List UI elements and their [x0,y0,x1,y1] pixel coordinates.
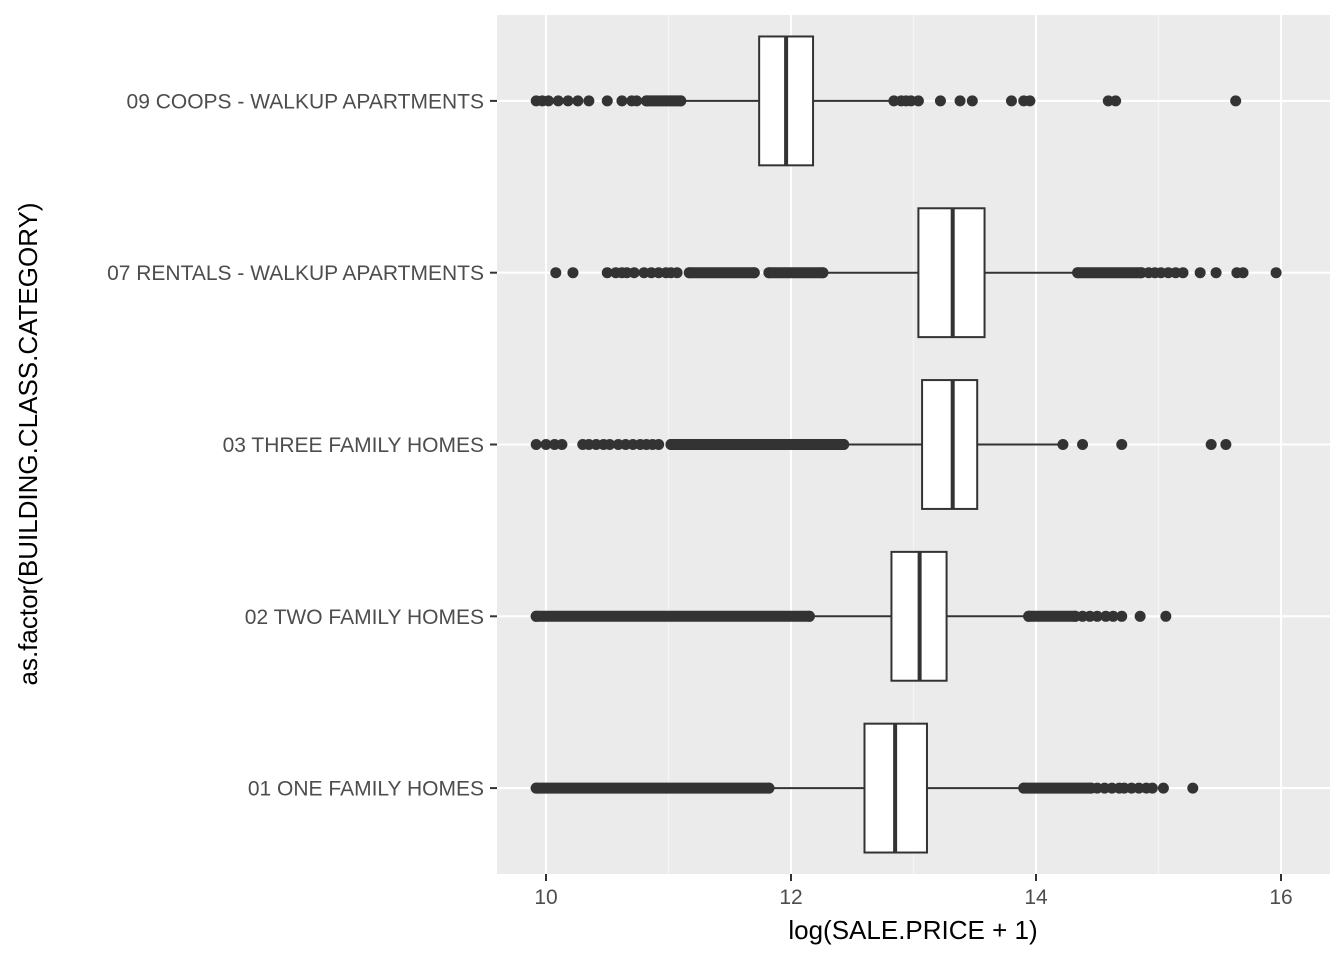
outlier-point [1177,267,1189,279]
outlier-point [1091,610,1103,622]
outlier-point [631,95,643,107]
y-tick-label: 03 THREE FAMILY HOMES [223,434,484,457]
outlier-point [838,439,850,450]
outlier-point [1210,267,1222,279]
outlier-point [1220,439,1232,450]
outlier-point [540,439,552,450]
box-group [550,207,1282,339]
outlier-point [1107,610,1119,622]
x-axis-title: log(SALE.PRICE + 1) [788,915,1037,945]
outlier-point [934,95,946,107]
outlier-point [601,267,613,279]
outlier-point [542,95,554,107]
outlier-point [530,782,542,794]
outlier-point [601,95,613,107]
outlier-point [572,95,584,107]
outlier-point [1237,267,1249,279]
box-group [530,722,1199,854]
box-group [530,379,1232,510]
outlier-point [1116,610,1128,622]
outlier-point [640,95,652,107]
outlier-point [1205,439,1217,450]
outlier-point [628,267,640,279]
outlier-point [1160,610,1172,622]
outlier-point [1018,782,1030,794]
outlier-point [530,439,542,450]
outlier-point [803,610,815,622]
box-group [530,550,1172,682]
x-tick-label: 14 [1024,886,1048,909]
outlier-point [683,267,695,279]
outlier-point [1072,267,1084,279]
outlier-point [1110,95,1122,107]
x-tick-label: 16 [1269,886,1292,909]
outlier-point [1187,782,1199,794]
outlier-point [1194,267,1206,279]
outlier-point [1024,95,1036,107]
outlier-point [1057,439,1069,450]
outlier-point [604,439,616,450]
outlier-point [1270,267,1282,279]
x-tick-label: 12 [779,886,802,909]
box-iqr [921,379,979,510]
outlier-point [763,782,775,794]
outlier-point [665,439,677,450]
outlier-point [556,439,568,450]
x-axis: 10 12 14 16 [534,874,1293,909]
outlier-point [671,267,683,279]
outlier-point [966,95,978,107]
outlier-point [1146,782,1158,794]
outlier-point [567,267,579,279]
outlier-point [552,95,564,107]
outlier-point [748,267,760,279]
outlier-point [954,95,966,107]
outlier-point [763,267,775,279]
x-tick-label: 10 [534,886,557,909]
outlier-point [1077,439,1089,450]
outlier-point [1230,95,1242,107]
outlier-point [550,267,562,279]
outlier-point [1157,782,1169,794]
y-tick-label: 09 COOPS - WALKUP APARTMENTS [127,90,484,113]
outlier-point [912,95,924,107]
box-group [530,35,1242,167]
outlier-point [817,267,829,279]
y-tick-label: 07 RENTALS - WALKUP APARTMENTS [107,262,484,285]
y-axis-title: as.factor(BUILDING.CLASS.CATEGORY) [13,202,43,685]
outlier-point [1134,610,1146,622]
outlier-point [675,95,687,107]
outlier-point [616,95,628,107]
y-tick-label: 01 ONE FAMILY HOMES [248,778,484,801]
outlier-point [653,439,665,450]
outlier-point [1006,95,1017,107]
outlier-point [1116,439,1128,450]
outlier-point [583,95,595,107]
y-tick-label: 02 TWO FAMILY HOMES [245,606,484,629]
y-axis: 01 ONE FAMILY HOMES 02 TWO FAMILY HOMES 03… [107,90,497,801]
boxes [530,35,1282,854]
outlier-point [1023,610,1035,622]
outlier-point [562,95,574,107]
outlier-point [530,610,542,622]
